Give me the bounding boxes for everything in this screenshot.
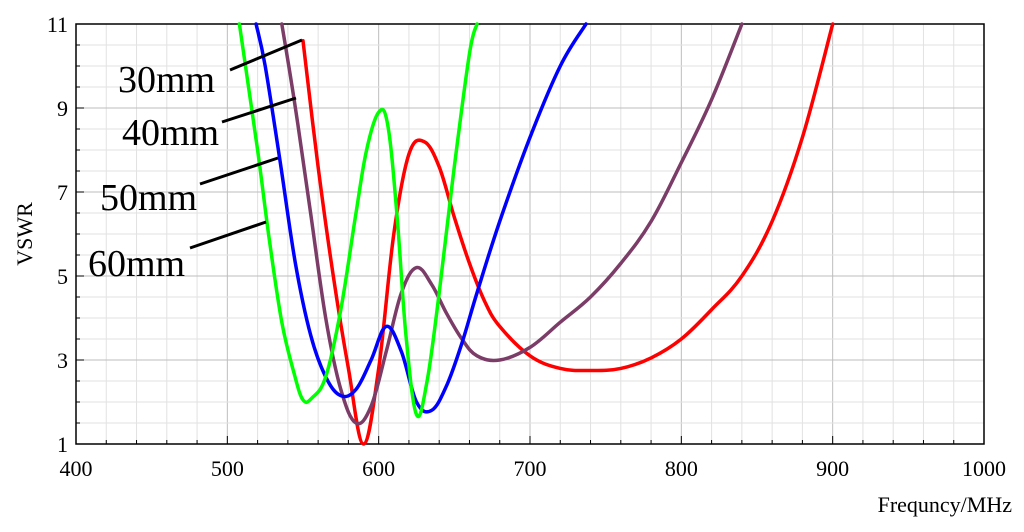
leader-line-50mm <box>199 156 279 186</box>
y-tick-label: 11 <box>47 12 68 37</box>
series-label-60mm: 60mm <box>88 243 185 285</box>
series-label-50mm: 50mm <box>100 177 197 219</box>
leader-line-30mm <box>229 38 303 72</box>
x-tick-label: 900 <box>816 456 849 481</box>
series-line-60mm <box>237 22 479 419</box>
series-label-40mm: 40mm <box>122 112 219 154</box>
series-line-50mm <box>254 22 588 414</box>
y-axis-title: VSWR <box>12 202 37 266</box>
x-tick-label: 600 <box>362 456 395 481</box>
y-tick-label: 1 <box>57 432 68 457</box>
y-tick-labels: 1 3 5 7 9 11 <box>47 12 68 457</box>
x-tick-label: 700 <box>514 456 547 481</box>
leader-line-40mm <box>221 96 297 124</box>
x-tick-label: 400 <box>60 456 93 481</box>
series-line-40mm <box>280 22 744 426</box>
series-annotations: 30mm 40mm 50mm 60mm <box>88 38 303 285</box>
x-axis-title: Frequncy/MHz <box>878 492 1013 517</box>
series-label-30mm: 30mm <box>118 59 215 101</box>
y-tick-label: 7 <box>57 180 68 205</box>
y-tick-label: 3 <box>57 348 68 373</box>
grid <box>75 23 985 445</box>
leader-line-60mm <box>189 220 267 250</box>
series-line-30mm <box>301 22 835 446</box>
axis-ticks <box>75 23 985 445</box>
x-tick-label: 1000 <box>962 456 1006 481</box>
y-tick-label: 5 <box>57 264 68 289</box>
x-tick-labels: 400 500 600 700 800 900 1000 <box>60 456 1007 481</box>
x-tick-label: 800 <box>665 456 698 481</box>
y-tick-label: 9 <box>57 96 68 121</box>
series-lines <box>237 22 835 446</box>
x-tick-label: 500 <box>211 456 244 481</box>
